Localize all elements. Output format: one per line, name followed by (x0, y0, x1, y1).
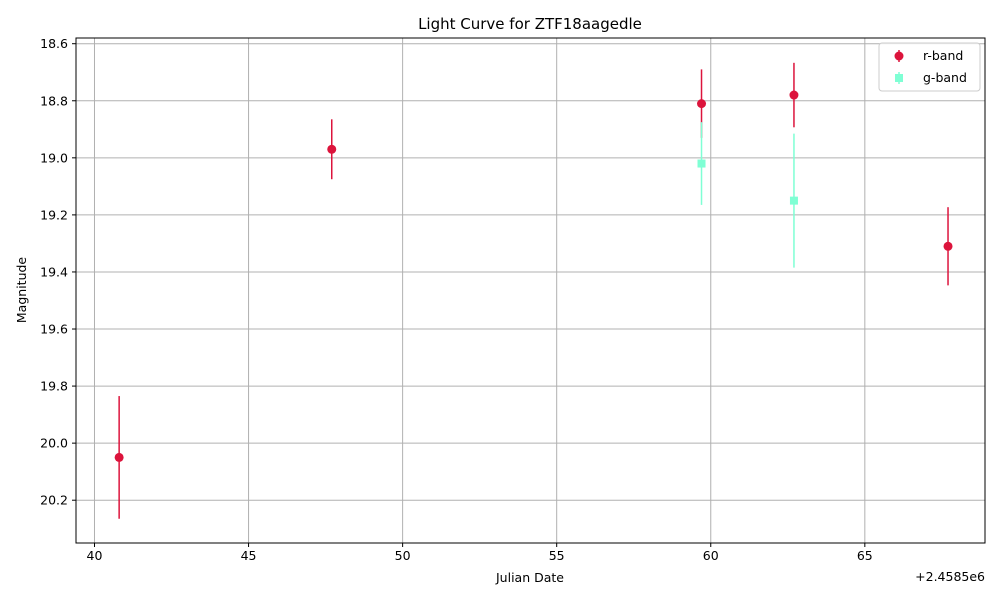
x-tick-label: 40 (87, 548, 103, 563)
y-tick-label: 19.8 (40, 379, 68, 394)
legend: r-band g-band (878, 42, 981, 92)
y-tick-label: 18.6 (40, 36, 68, 51)
r-band-point (114, 452, 124, 462)
legend-r-band-marker (894, 51, 904, 61)
r-band-point (327, 144, 337, 154)
y-tick-label: 19.0 (40, 150, 68, 165)
x-tick-label: 60 (703, 548, 719, 563)
x-tick-label: 50 (395, 548, 411, 563)
y-tick-label: 20.2 (40, 493, 68, 508)
y-tick-label: 19.2 (40, 207, 68, 222)
plot-frame (75, 37, 986, 544)
r-band-point (943, 241, 953, 251)
y-tick-label: 18.8 (40, 93, 68, 108)
y-tick-label: 19.4 (40, 264, 68, 279)
chart-title: Light Curve for ZTF18aagedle (418, 15, 642, 33)
legend-g-band-label: g-band (923, 70, 967, 85)
y-tick-label: 20.0 (40, 436, 68, 451)
axis-ticks: 40 45 50 55 60 65 18.6 18.8 19.0 19.2 19.4 19.6 19.8… (40, 36, 873, 563)
legend-box (878, 42, 981, 92)
g-band-point (697, 159, 706, 168)
x-tick-label: 65 (857, 548, 873, 563)
x-tick-label: 55 (549, 548, 565, 563)
grid-lines (76, 38, 985, 543)
g-band-point (789, 196, 798, 205)
legend-r-band-label: r-band (923, 48, 963, 63)
r-band-point (789, 90, 799, 100)
r-band-point (697, 99, 707, 109)
x-axis-label: Julian Date (495, 570, 564, 585)
x-tick-label: 45 (241, 548, 257, 563)
y-axis-label: Magnitude (14, 257, 29, 324)
data-series (114, 62, 953, 519)
legend-g-band-marker (895, 74, 903, 82)
x-axis-offset-label: +2.4585e6 (915, 569, 985, 584)
y-tick-label: 19.6 (40, 322, 68, 337)
